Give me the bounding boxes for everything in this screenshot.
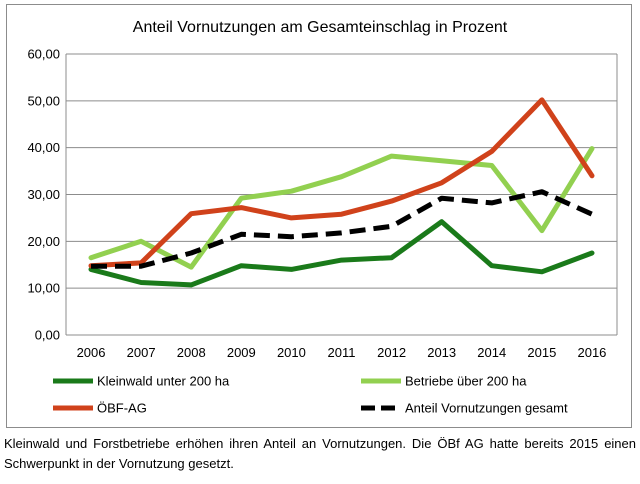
gridlines: [66, 53, 617, 289]
x-tick-label: 2006: [77, 345, 106, 360]
x-tick-label: 2016: [577, 345, 606, 360]
legend-label-1: Kleinwald unter 200 ha: [97, 374, 230, 389]
legend-label-4: Anteil Vornutzungen gesamt: [405, 401, 568, 416]
axes: 0,00 10,00 20,00 30,00 40,00 50,00 60,00 2006 20…: [27, 47, 618, 360]
series-lines: [88, 97, 595, 288]
x-tick-label: 2015: [527, 345, 556, 360]
x-tick-label: 2011: [328, 345, 356, 360]
y-tick-label: 20,00: [27, 234, 60, 249]
y-tick-label: 10,00: [27, 281, 60, 296]
chart-frame: Anteil Vornutzungen am Gesamteinschlag i…: [6, 4, 632, 428]
x-tick-label: 2013: [427, 345, 456, 360]
series-line-2: [88, 146, 595, 270]
series-line-1: [88, 219, 595, 288]
series-line-4: [91, 189, 594, 269]
y-tick-label: 50,00: [27, 93, 60, 108]
chart-title: Anteil Vornutzungen am Gesamteinschlag i…: [133, 19, 508, 36]
x-tick-label: 2014: [477, 345, 506, 360]
line-chart: Anteil Vornutzungen am Gesamteinschlag i…: [27, 19, 618, 416]
legend: Kleinwald unter 200 ha Betriebe über 200 …: [53, 374, 568, 416]
y-tick-label: 0,00: [35, 328, 60, 343]
y-tick-label: 40,00: [27, 140, 60, 155]
y-tick-label: 30,00: [27, 187, 60, 202]
figure-caption: Kleinwald und Forstbetriebe erhöhen ihre…: [4, 436, 636, 471]
x-tick-label: 2010: [277, 345, 306, 360]
x-tick-label: 2008: [177, 345, 206, 360]
series-line-3: [88, 97, 595, 269]
legend-label-2: Betriebe über 200 ha: [405, 374, 527, 389]
legend-label-3: ÖBF-AG: [97, 401, 147, 416]
x-tick-label: 2007: [127, 345, 156, 360]
x-tick-label: 2012: [377, 345, 406, 360]
y-tick-label: 60,00: [27, 47, 60, 62]
x-tick-label: 2009: [227, 345, 256, 360]
